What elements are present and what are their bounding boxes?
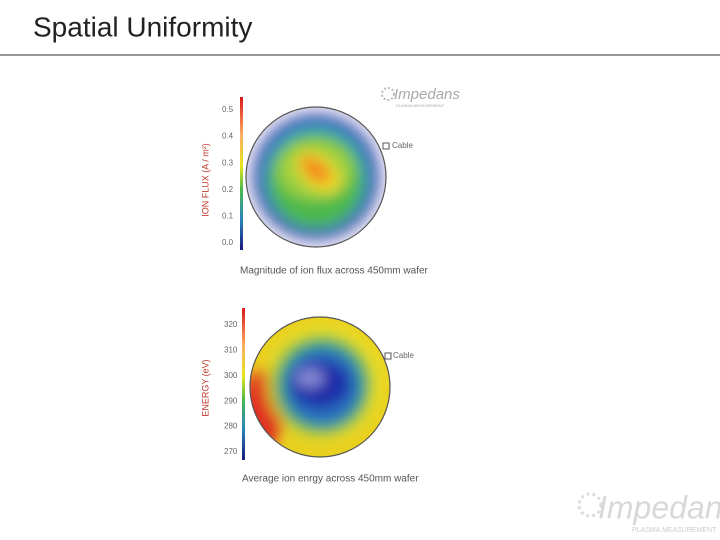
logo-small: Impedans PLASMA MEASUREMENT <box>381 86 460 108</box>
axis-label: ION FLUX (A / m²) <box>200 143 210 217</box>
caption: Average ion enrgy across 450mm wafer <box>242 474 419 485</box>
logo-large: Impedans PLASMA MEASUREMENT <box>577 489 720 534</box>
cable-marker <box>382 142 390 150</box>
cable-marker <box>384 352 392 360</box>
tick-label: 280 <box>224 422 238 431</box>
annotation: Cable <box>392 141 413 150</box>
tick-label: 0.4 <box>222 132 234 141</box>
logo-tagline: PLASMA MEASUREMENT <box>396 103 445 108</box>
wafer-outline <box>249 316 391 458</box>
logo-tagline: PLASMA MEASUREMENT <box>632 527 717 534</box>
tick-label: 0.2 <box>222 185 234 194</box>
tick-label: 310 <box>224 346 238 355</box>
tick-label: 300 <box>224 371 238 380</box>
color-bar <box>242 308 245 460</box>
tick-label: 0.3 <box>222 158 234 167</box>
ion-flux-map <box>246 107 386 247</box>
color-bar <box>240 97 243 250</box>
tick-label: 0.1 <box>222 212 234 221</box>
slide-title: Spatial Uniformity <box>33 11 252 42</box>
caption: Magnitude of ion flux across 450mm wafer <box>240 266 429 277</box>
tick-label: 0.0 <box>222 238 234 247</box>
wafer-outline <box>245 106 387 248</box>
logo-name: Impedans <box>598 489 720 525</box>
tick-label: 270 <box>224 447 238 456</box>
tick-label: 0.5 <box>222 105 234 114</box>
logo-name: Impedans <box>394 86 460 103</box>
annotation: Cable <box>393 351 414 360</box>
energy-map <box>250 317 390 457</box>
tick-label: 290 <box>224 396 238 405</box>
tick-label: 320 <box>224 320 238 329</box>
axis-label: ENERGY (eV) <box>200 359 210 416</box>
